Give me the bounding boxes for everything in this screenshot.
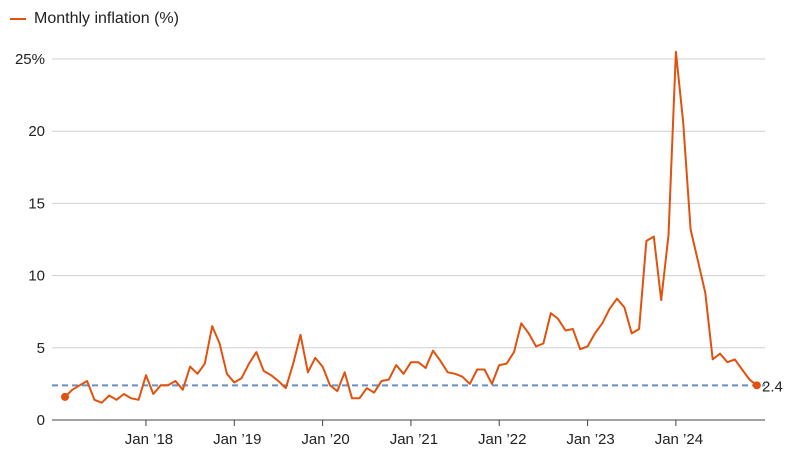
x-tick-label-11: Jan ’18	[125, 431, 173, 448]
series-end-point	[752, 381, 761, 390]
x-tick-label-35: Jan ’20	[301, 431, 349, 448]
y-tick-label-25: 25%	[15, 51, 45, 68]
gridlines	[52, 58, 765, 421]
series-line-0	[64, 50, 758, 404]
x-tick-label-59: Jan ’22	[478, 431, 526, 448]
y-tick-label-5: 5	[37, 340, 45, 357]
y-tick-label-0: 0	[37, 412, 45, 429]
y-tick-label-10: 10	[28, 268, 45, 285]
legend-swatch	[10, 18, 26, 20]
x-tick-label-23: Jan ’19	[213, 431, 261, 448]
y-tick-label-20: 20	[28, 123, 45, 140]
series-group	[61, 50, 761, 404]
y-tick-label-15: 15	[28, 195, 45, 212]
series-start-point	[61, 392, 69, 401]
legend-label: Monthly inflation (%)	[34, 10, 179, 27]
reference-line-group: 2.4	[52, 378, 783, 395]
legend: Monthly inflation (%)	[10, 10, 179, 28]
x-tick-label-47: Jan ’21	[390, 431, 438, 448]
x-tick-label-83: Jan ’24	[655, 431, 703, 448]
x-tick-label-71: Jan ’23	[566, 431, 614, 448]
y-axis-ticks: 0 5 10 15 20 25%	[15, 51, 45, 429]
x-axis-ticks: Jan ’18 Jan ’19 Jan ’20 Jan ’21 Jan ’22 Jan ’…	[125, 420, 703, 448]
reference-line-label: 2.4	[762, 378, 783, 395]
